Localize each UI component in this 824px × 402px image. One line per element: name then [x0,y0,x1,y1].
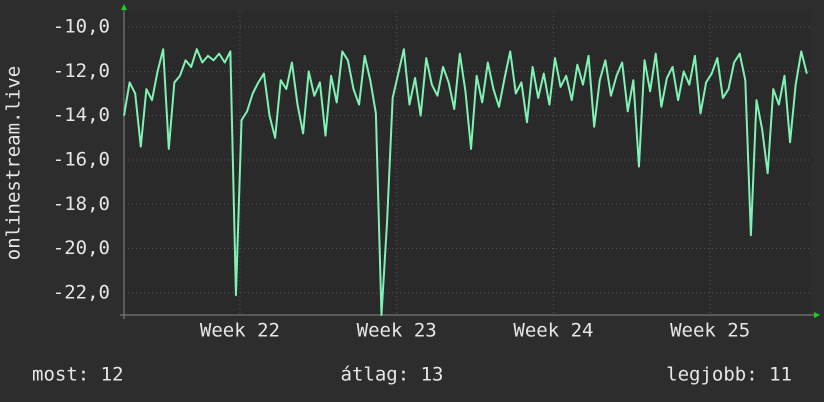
footer-stat: most: 12 [32,364,124,386]
footer-stat: legjobb: 11 [666,364,792,386]
footer-stat: átlag: 13 [341,364,444,386]
y-tick-label: -22,0 [53,281,110,303]
x-tick-label: Week 22 [200,320,280,342]
y-tick-label: -16,0 [53,148,110,170]
y-tick-label: -18,0 [53,193,110,215]
axis-arrow [814,312,820,318]
y-tick-label: -12,0 [53,60,110,82]
y-tick-label: -14,0 [53,104,110,126]
y-tick-label: -10,0 [53,16,110,38]
y-axis-label: onlinestream.live [3,66,25,260]
y-tick-label: -20,0 [53,237,110,259]
x-tick-label: Week 23 [357,320,437,342]
x-tick-label: Week 24 [513,320,593,342]
data-line [123,48,808,316]
x-tick-label: Week 25 [670,320,750,342]
axis-arrow [121,4,127,10]
